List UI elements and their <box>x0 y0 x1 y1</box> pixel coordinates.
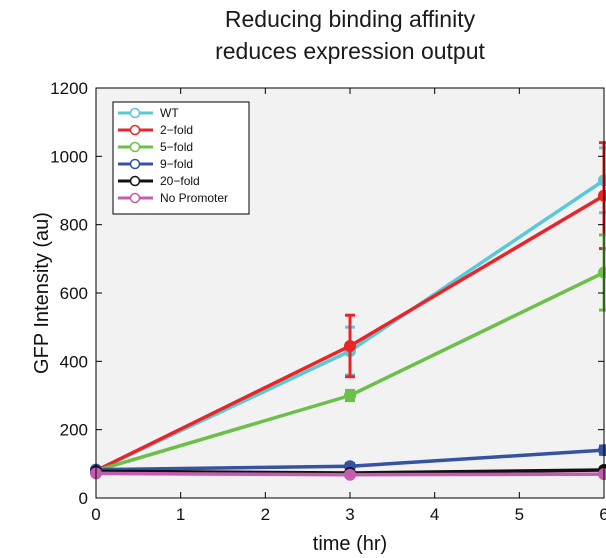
legend-marker-2 <box>129 141 141 153</box>
x-tick-label-4: 4 <box>430 505 439 524</box>
x-tick-label-5: 5 <box>515 505 524 524</box>
legend-label-5: No Promoter <box>160 191 228 205</box>
y-tick-label-1: 200 <box>60 421 88 440</box>
x-tick-label-2: 2 <box>261 505 270 524</box>
legend-marker-5 <box>129 192 141 204</box>
y-tick-label-5: 1000 <box>50 147 88 166</box>
y-tick-label-2: 400 <box>60 352 88 371</box>
data-point-1-2 <box>598 189 606 202</box>
legend-label-4: 20−fold <box>160 174 200 188</box>
legend-label-1: 2−fold <box>160 123 193 137</box>
chart-title-line-1: Reducing binding affinity <box>224 6 476 32</box>
legend-marker-1 <box>129 124 141 136</box>
data-point-1-1 <box>344 339 356 352</box>
legend-label-0: WT <box>160 106 179 120</box>
data-point-2-1 <box>344 389 356 402</box>
x-tick-label-3: 3 <box>345 505 354 524</box>
y-tick-label-3: 600 <box>60 284 88 303</box>
data-point-5-1 <box>344 468 356 481</box>
x-tick-label-6: 6 <box>599 505 606 524</box>
legend-marker-0 <box>129 107 141 119</box>
y-tick-label-0: 0 <box>79 489 88 508</box>
data-point-3-2 <box>598 444 606 457</box>
x-tick-label-0: 0 <box>91 505 100 524</box>
legend-label-3: 9−fold <box>160 157 193 171</box>
data-point-5-2 <box>598 468 606 481</box>
legend-marker-4 <box>129 175 141 187</box>
legend-label-2: 5−fold <box>160 140 193 154</box>
chart-title-line-2: reduces expression output <box>215 38 485 64</box>
legend-marker-3 <box>129 158 141 170</box>
data-point-2-2 <box>598 266 606 279</box>
x-axis-label: time (hr) <box>313 533 387 555</box>
y-tick-label-6: 1200 <box>50 79 88 98</box>
x-tick-label-1: 1 <box>176 505 185 524</box>
y-tick-label-4: 800 <box>60 216 88 235</box>
y-axis-label: GFP Intensity (au) <box>31 212 53 374</box>
